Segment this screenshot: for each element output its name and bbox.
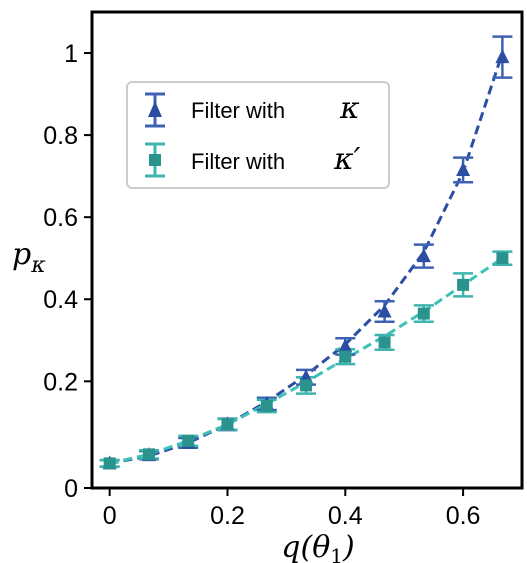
data-point-kappa_prime — [299, 379, 312, 392]
data-point-kappa — [495, 49, 510, 64]
x-ticks: 0 0.2 0.4 0.6 — [103, 488, 481, 530]
y-ticks: 0 0.2 0.4 0.6 0.8 1 — [43, 40, 92, 503]
legend-symbol-kappa: κ — [339, 91, 360, 126]
y-tick-label: 0.6 — [43, 204, 78, 232]
data-point-kappa — [338, 338, 353, 353]
data-point-kappa_prime — [103, 457, 116, 470]
data-point-kappa — [456, 161, 471, 176]
plot-frame — [90, 10, 524, 490]
y-axis-label: pκ — [12, 237, 46, 278]
legend-label-kappa-prime: Filter with — [191, 149, 285, 174]
data-point-kappa_prime — [457, 278, 470, 291]
legend-triangle-icon — [148, 101, 162, 117]
legend-box — [126, 81, 390, 189]
x-tick-label: 0.4 — [328, 502, 363, 530]
legend: Filter with κ Filter with κ′ — [126, 81, 390, 189]
y-tick-label: 0.4 — [43, 286, 78, 314]
data-point-kappa_prime — [496, 252, 509, 265]
data-point-kappa_prime — [378, 336, 391, 349]
x-axis-label: q(θ1) — [281, 530, 354, 563]
data-point-kappa_prime — [221, 418, 234, 431]
legend-entry-kappa: Filter with κ — [145, 91, 360, 128]
data-point-kappa_prime — [142, 448, 155, 461]
legend-entry-kappa-prime: Filter with κ′ — [145, 142, 361, 178]
legend-square-icon — [149, 154, 161, 166]
y-tick-label: 0.2 — [43, 368, 78, 396]
data-markers — [102, 49, 510, 470]
data-point-kappa_prime — [417, 307, 430, 320]
y-tick-label: 0 — [64, 475, 78, 503]
y-tick-label: 1 — [64, 40, 78, 68]
data-point-kappa_prime — [182, 434, 195, 447]
data-point-kappa_prime — [339, 350, 352, 363]
data-point-kappa — [416, 248, 431, 263]
data-point-kappa_prime — [260, 399, 273, 412]
legend-label-kappa: Filter with — [191, 98, 285, 123]
x-tick-label: 0 — [103, 502, 117, 530]
x-tick-label: 0.6 — [446, 502, 481, 530]
fit-line-kappa_prime — [109, 256, 504, 465]
legend-symbol-kappa-prime: κ′ — [333, 142, 361, 177]
data-point-kappa — [377, 303, 392, 318]
y-tick-label: 0.8 — [43, 122, 78, 150]
x-tick-label: 0.2 — [210, 502, 245, 530]
